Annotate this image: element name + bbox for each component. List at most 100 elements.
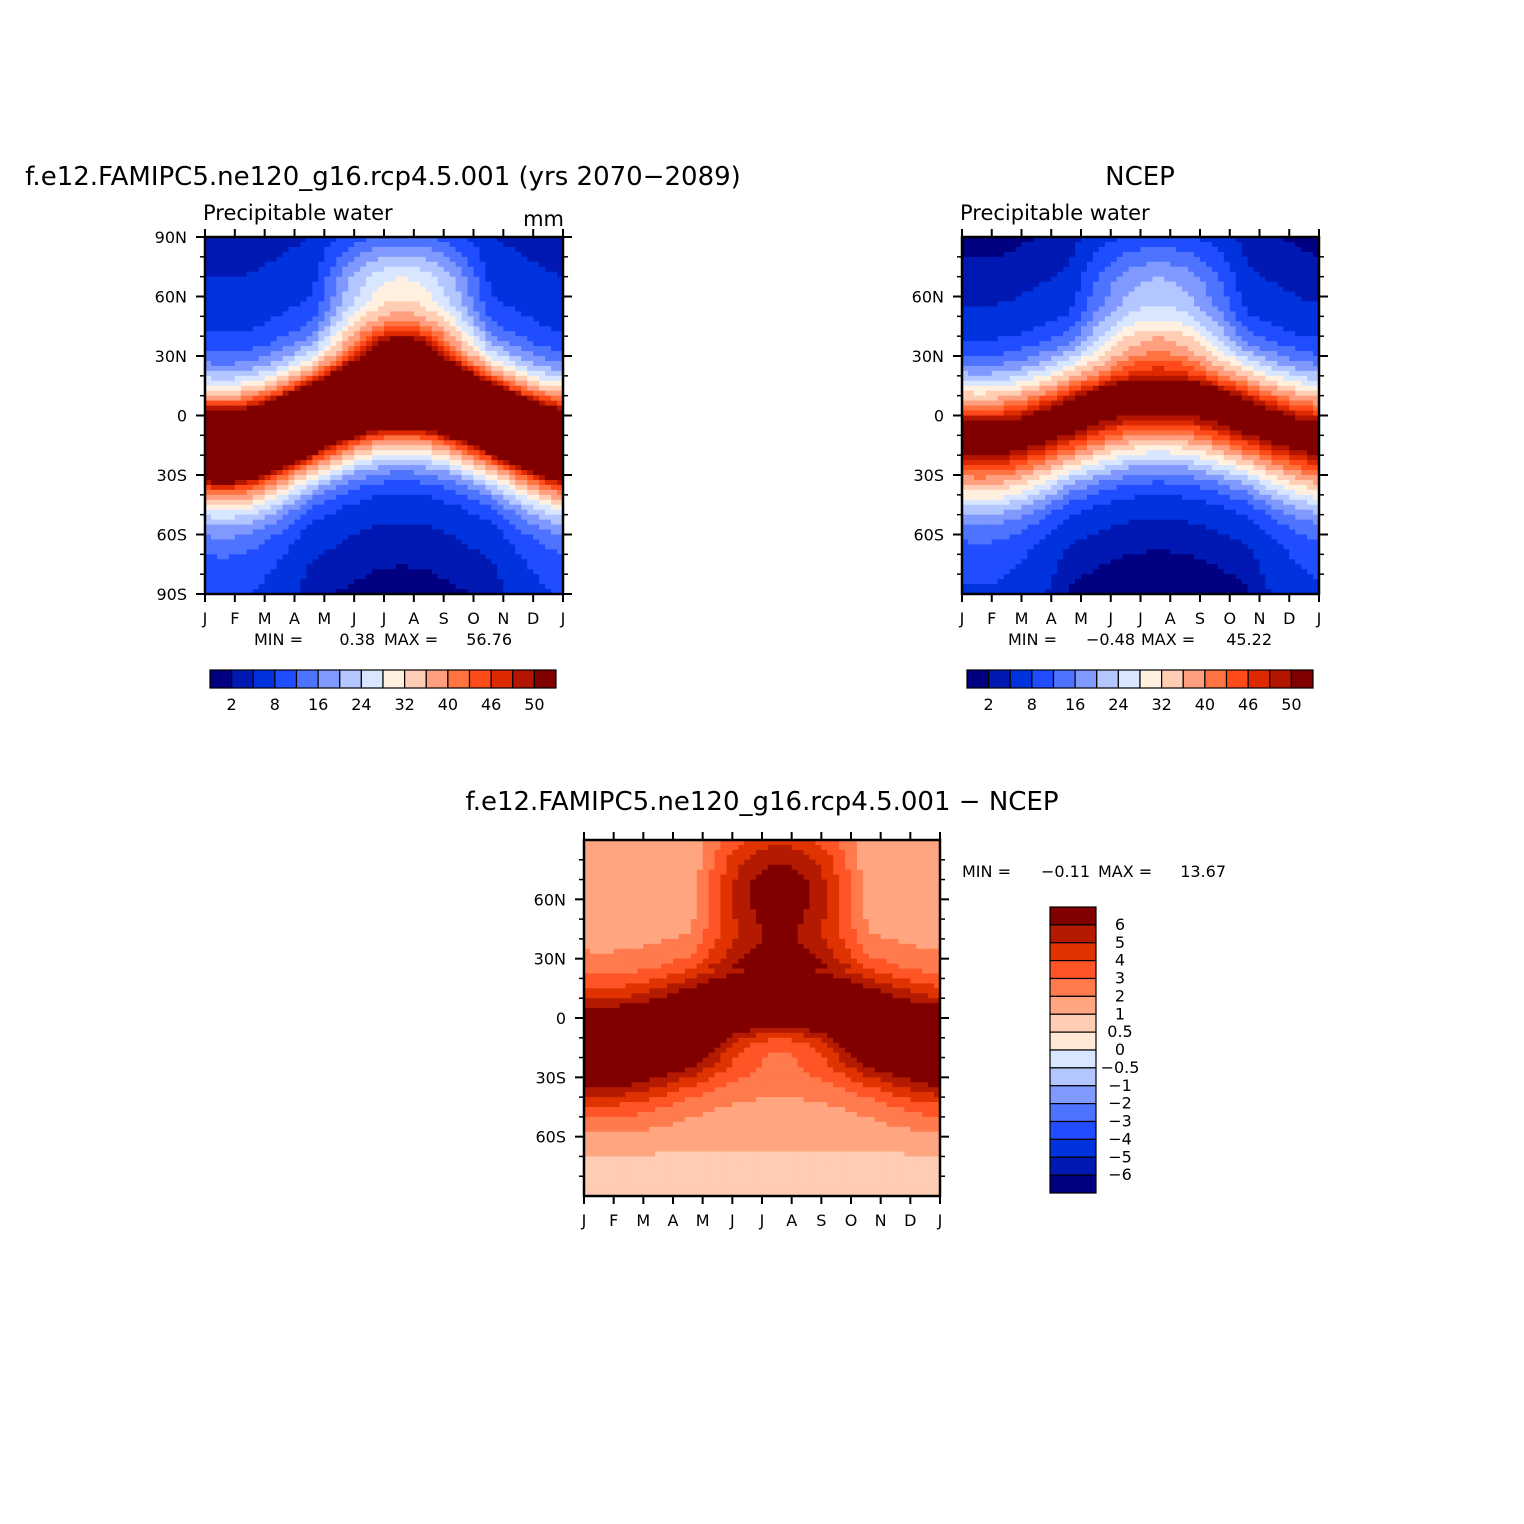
contour-cell: [282, 544, 290, 550]
contour-cell: [312, 356, 319, 362]
contour-cell: [234, 589, 242, 595]
contour-cell: [318, 281, 325, 288]
contour-cell: [1092, 246, 1100, 253]
contour-cell: [216, 271, 224, 278]
contour-cell: [372, 405, 379, 412]
contour-cell: [503, 395, 510, 402]
contour-cell: [425, 395, 433, 402]
contour-cell: [431, 365, 439, 372]
contour-cell: [258, 311, 266, 317]
contour-cell: [527, 390, 534, 397]
contour-cell: [318, 311, 325, 317]
contour-cell: [557, 301, 564, 308]
contour-cell: [312, 246, 319, 253]
contour-cell: [318, 524, 325, 531]
contour-cell: [234, 360, 242, 367]
contour-cell: [330, 544, 337, 550]
contour-cell: [1223, 241, 1231, 248]
contour-cell: [216, 465, 224, 471]
contour-cell: [437, 460, 445, 466]
contour-cell: [479, 455, 487, 461]
contour-cell: [205, 356, 212, 362]
contour-cell: [425, 281, 433, 288]
contour-cell: [413, 475, 421, 481]
contour-cell: [330, 356, 337, 362]
contour-cell: [270, 445, 278, 451]
contour-cell: [533, 266, 540, 273]
contour-cell: [300, 241, 308, 248]
contour-cell: [521, 549, 528, 555]
contour-cell: [318, 415, 325, 422]
contour-cell: [1015, 237, 1023, 243]
contour-cell: [419, 286, 427, 293]
contour-cell: [258, 549, 266, 555]
contour-cell: [503, 514, 510, 521]
contour-cell: [491, 445, 498, 451]
contour-cell: [557, 539, 564, 546]
contour-cell: [431, 569, 439, 575]
contour-cell: [246, 266, 254, 273]
contour-cell: [437, 514, 445, 521]
contour-cell: [228, 519, 236, 526]
contour-cell: [360, 479, 367, 486]
contour-cell: [413, 420, 421, 427]
contour-cell: [431, 261, 439, 268]
contour-cell: [491, 554, 498, 560]
contour-cell: [449, 346, 457, 352]
contour-cell: [288, 450, 296, 456]
contour-cell: [342, 559, 349, 565]
contour-cell: [354, 579, 361, 585]
contour-cell: [485, 554, 492, 560]
contour-cell: [228, 311, 236, 317]
contour-cell: [419, 499, 427, 506]
contour-cell: [491, 569, 498, 575]
contour-cell: [294, 385, 302, 392]
contour-cell: [360, 460, 367, 466]
contour-cell: [389, 499, 397, 506]
contour-cell: [258, 415, 266, 422]
contour-cell: [1271, 237, 1278, 243]
contour-cell: [1027, 251, 1034, 258]
contour-cell: [1003, 281, 1011, 288]
contour-cell: [431, 534, 439, 541]
contour-cell: [270, 450, 278, 456]
contour-cell: [300, 251, 308, 258]
contour-cell: [413, 425, 421, 431]
contour-cell: [509, 256, 516, 263]
contour-cell: [533, 574, 540, 580]
contour-cell: [205, 470, 212, 476]
contour-cell: [216, 534, 224, 541]
contour-cell: [431, 440, 439, 446]
contour-cell: [282, 316, 290, 322]
contour-cell: [431, 375, 439, 382]
contour-cell: [491, 276, 498, 283]
contour-cell: [288, 251, 296, 258]
contour-cell: [491, 440, 498, 446]
contour-cell: [210, 356, 218, 362]
contour-cell: [306, 455, 313, 461]
contour-cell: [473, 395, 481, 402]
contour-cell: [1211, 271, 1219, 278]
contour-cell: [455, 425, 463, 431]
contour-cell: [246, 440, 254, 446]
contour-cell: [1283, 256, 1290, 263]
contour-cell: [264, 256, 272, 263]
contour-cell: [384, 534, 391, 541]
contour-cell: [407, 554, 415, 560]
contour-cell: [485, 331, 492, 337]
contour-cell: [473, 375, 481, 382]
contour-cell: [246, 499, 254, 506]
contour-cell: [378, 465, 385, 471]
contour-cell: [515, 539, 522, 546]
contour-cell: [521, 544, 528, 550]
contour-cell: [557, 455, 564, 461]
contour-cell: [384, 271, 391, 278]
contour-cell: [1223, 266, 1231, 273]
contour-cell: [401, 519, 409, 526]
contour-cell: [240, 251, 248, 258]
contour-cell: [473, 346, 481, 352]
contour-cell: [503, 504, 510, 511]
panel-model: f.e12.FAMIPC5.ne120_g16.rcp4.5.001 (yrs …: [25, 162, 741, 714]
contour-cell: [384, 351, 391, 357]
contour-cell: [210, 351, 218, 357]
